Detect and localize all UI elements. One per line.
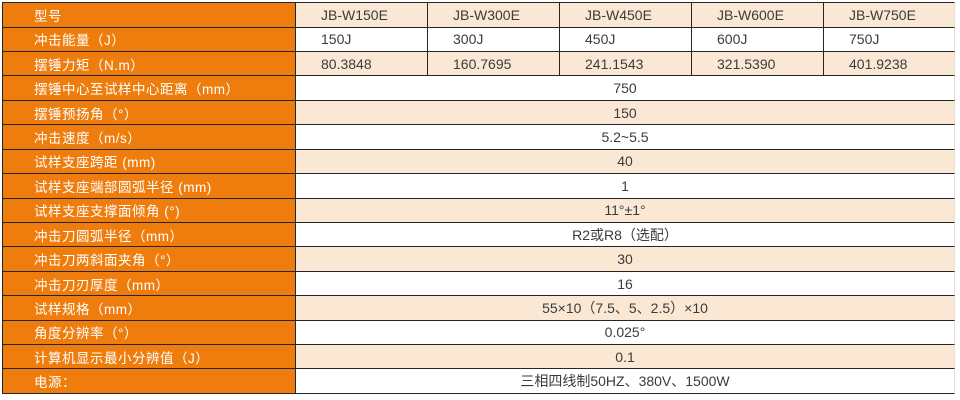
row-label-model: 型号 [2, 2, 296, 28]
value-cell-power-supply: 三相四线制50HZ、380V、1500W [296, 369, 955, 394]
model-cell: JB-W600E [692, 2, 824, 28]
value-cell-impact-speed: 5.2~5.5 [296, 125, 955, 150]
row-label-knife-angle: 冲击刀两斜面夹角（°） [2, 247, 296, 272]
torque-cell: 160.7695 [428, 52, 560, 77]
torque-cell: 321.5390 [692, 52, 824, 77]
table-row-blade-thickness: 冲击刀刃厚度（mm） 16 [2, 271, 955, 297]
value-cell-knife-radius: R2或R8（选配） [296, 222, 955, 248]
row-label-blade-thickness: 冲击刀刃厚度（mm） [2, 271, 296, 297]
energy-cell: 600J [692, 27, 824, 52]
value-cell-support-end-radius: 1 [296, 174, 955, 199]
row-label-center-distance: 摆锤中心至试样中心距离（mm） [2, 76, 296, 101]
energy-cell: 450J [560, 27, 692, 52]
table-row-model: 型号 JB-W150E JB-W300E JB-W450E JB-W600E J… [2, 2, 955, 28]
table-row-power-supply: 电源： 三相四线制50HZ、380V、1500W [2, 369, 955, 394]
value-cell-angle-resolution: 0.025° [296, 320, 955, 346]
table-row-impact-speed: 冲击速度（m/s） 5.2~5.5 [2, 125, 955, 150]
row-label-pre-raise-angle: 摆锤预扬角（°） [2, 100, 296, 126]
table-row-impact-energy: 冲击能量（J） 150J 300J 450J 600J 750J [2, 27, 955, 52]
product-spec-table: 型号 JB-W150E JB-W300E JB-W450E JB-W600E J… [2, 2, 955, 394]
torque-cell: 401.9238 [824, 52, 955, 77]
table-row-min-display-value: 计算机显示最小分辨值（J） 0.1 [2, 345, 955, 370]
value-cell-support-span: 40 [296, 149, 955, 175]
value-cell-center-distance: 750 [296, 76, 955, 101]
row-label-support-incline: 试样支座支撑面倾角 (°) [2, 198, 296, 223]
model-cell: JB-W150E [296, 2, 428, 28]
energy-cell: 150J [296, 27, 428, 52]
table-row-center-distance: 摆锤中心至试样中心距离（mm） 750 [2, 76, 955, 101]
row-label-pendulum-torque: 摆锤力矩（N.m） [2, 52, 296, 77]
table-row-pre-raise-angle: 摆锤预扬角（°） 150 [2, 100, 955, 126]
row-label-min-display-value: 计算机显示最小分辨值（J） [2, 345, 296, 370]
table-row-support-span: 试样支座跨距 (mm) 40 [2, 149, 955, 175]
row-label-impact-speed: 冲击速度（m/s） [2, 125, 296, 150]
table-row-angle-resolution: 角度分辨率（°） 0.025° [2, 320, 955, 346]
row-label-angle-resolution: 角度分辨率（°） [2, 320, 296, 346]
model-cell: JB-W750E [824, 2, 955, 28]
row-label-impact-energy: 冲击能量（J） [2, 27, 296, 52]
table-row-pendulum-torque: 摆锤力矩（N.m） 80.3848 160.7695 241.1543 321.… [2, 52, 955, 77]
value-cell-specimen-size: 55×10（7.5、5、2.5）×10 [296, 296, 955, 321]
table-row-knife-angle: 冲击刀两斜面夹角（°） 30 [2, 247, 955, 272]
row-label-power-supply: 电源： [2, 369, 296, 394]
value-cell-blade-thickness: 16 [296, 271, 955, 297]
model-cell: JB-W450E [560, 2, 692, 28]
table-row-specimen-size: 试样规格（mm） 55×10（7.5、5、2.5）×10 [2, 296, 955, 321]
row-label-specimen-size: 试样规格（mm） [2, 296, 296, 321]
table-row-support-incline: 试样支座支撑面倾角 (°) 11°±1° [2, 198, 955, 223]
value-cell-knife-angle: 30 [296, 247, 955, 272]
value-cell-pre-raise-angle: 150 [296, 100, 955, 126]
energy-cell: 750J [824, 27, 955, 52]
value-cell-min-display-value: 0.1 [296, 345, 955, 370]
torque-cell: 80.3848 [296, 52, 428, 77]
table-row-support-end-radius: 试样支座端部圆弧半径 (mm) 1 [2, 174, 955, 199]
row-label-support-span: 试样支座跨距 (mm) [2, 149, 296, 175]
value-cell-support-incline: 11°±1° [296, 198, 955, 223]
row-label-knife-radius: 冲击刀圆弧半径（mm） [2, 222, 296, 248]
table-row-knife-radius: 冲击刀圆弧半径（mm） R2或R8（选配） [2, 222, 955, 248]
model-cell: JB-W300E [428, 2, 560, 28]
row-label-support-end-radius: 试样支座端部圆弧半径 (mm) [2, 174, 296, 199]
energy-cell: 300J [428, 27, 560, 52]
torque-cell: 241.1543 [560, 52, 692, 77]
